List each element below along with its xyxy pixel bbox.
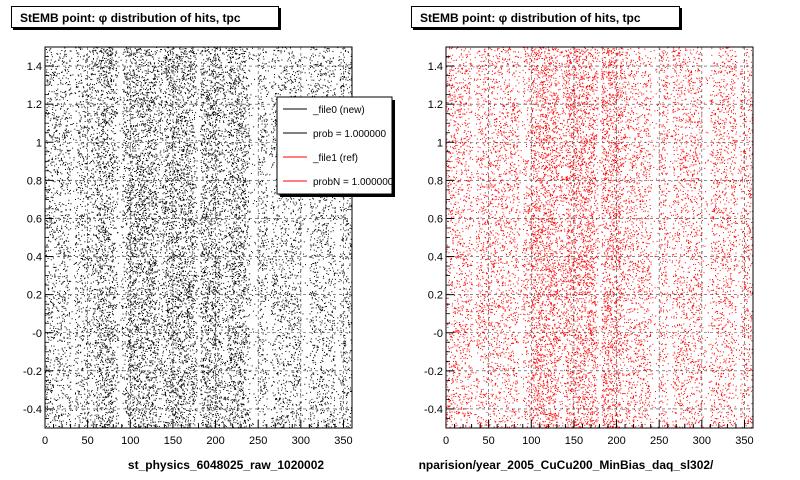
left-plot-title: StEMB point: φ distribution of hits, tpc [11, 6, 279, 28]
left-x-tick-label: 200 [206, 435, 224, 447]
left-y-tick-label: 0.4 [27, 252, 42, 264]
right-x-tick-label: 200 [607, 435, 625, 447]
left-y-tick-label: 1.4 [27, 61, 42, 73]
left-y-tick-label: 1 [36, 137, 42, 149]
right-y-tick-label: -0.2 [424, 366, 443, 378]
legend-entry: prob = 1.000000 [313, 129, 387, 140]
right-x-tick-label: 150 [565, 435, 583, 447]
right-x-tick-label: 350 [735, 435, 753, 447]
legend-entry: probN = 1.000000 [313, 177, 394, 188]
legend: _file0 (new) prob = 1.000000 _file1 (ref) p… [276, 96, 395, 197]
left-y-tick-label: 1.2 [27, 99, 42, 111]
left-x-axis-label: st_physics_6048025_raw_1020002 [128, 458, 324, 472]
right-x-axis-label: nparision/year_2005_CuCu200_MinBias_daq_… [419, 458, 714, 472]
left-x-tick-label: 150 [164, 435, 182, 447]
left-x-tick-label: 300 [292, 435, 310, 447]
left-y-tick-label: 0.8 [27, 175, 42, 187]
left-x-tick-label: 50 [82, 435, 94, 447]
right-scatter-points [446, 47, 753, 428]
right-x-tick-label: 50 [483, 435, 495, 447]
right-grid [446, 47, 753, 428]
right-x-tick-label: 250 [650, 435, 668, 447]
right-y-tick-label: 1.4 [428, 61, 443, 73]
left-x-tick-label: 350 [334, 435, 352, 447]
right-x-tick-label: 300 [693, 435, 711, 447]
left-y-tick-label: 0.2 [27, 290, 42, 302]
right-y-tick-label: 0.8 [428, 175, 443, 187]
left-y-tick-label: 0.6 [27, 213, 42, 225]
left-x-tick-label: 0 [42, 435, 48, 447]
right-y-tick-label: 0.2 [428, 290, 443, 302]
right-series-file1 [446, 47, 753, 428]
right-x-tick-label: 100 [522, 435, 540, 447]
left-y-tick-label: -0.2 [23, 366, 42, 378]
right-y-tick-label: 0.6 [428, 213, 443, 225]
legend-entry: _file0 (new) [312, 105, 365, 116]
left-y-tick-label: -0.4 [23, 404, 42, 416]
right-y-tick-label: -0 [433, 328, 443, 340]
left-y-tick-label: -0 [32, 328, 42, 340]
left-x-tick-label: 100 [121, 435, 139, 447]
right-y-tick-label: 1 [437, 137, 443, 149]
right-y-tick-label: -0.4 [424, 404, 443, 416]
left-x-tick-label: 250 [249, 435, 267, 447]
right-y-tick-label: 1.2 [428, 99, 443, 111]
right-plot-title: StEMB point: φ distribution of hits, tpc [411, 6, 680, 28]
legend-box [276, 96, 393, 195]
legend-entry: _file1 (ref) [312, 153, 358, 164]
right-x-tick-label: 0 [443, 435, 449, 447]
right-y-tick-label: 0.4 [428, 252, 443, 264]
